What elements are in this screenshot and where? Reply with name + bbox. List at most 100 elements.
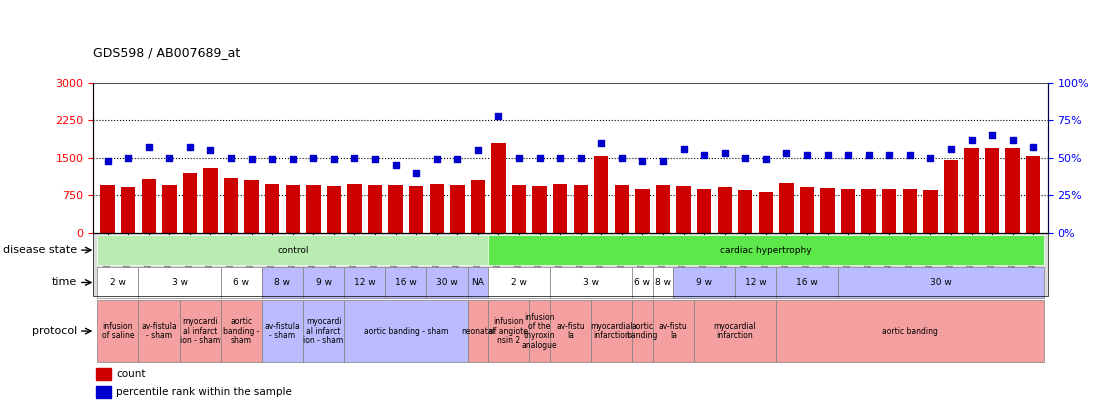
Bar bbox=[841, 189, 856, 233]
Text: infusion
of angiote
nsin 2: infusion of angiote nsin 2 bbox=[489, 317, 528, 345]
Point bbox=[675, 146, 692, 152]
Point bbox=[839, 152, 857, 158]
Text: protocol: protocol bbox=[32, 326, 77, 336]
Text: time: time bbox=[52, 277, 77, 288]
Point bbox=[531, 155, 548, 161]
Bar bbox=[924, 190, 938, 233]
Bar bbox=[943, 160, 958, 233]
Bar bbox=[759, 192, 773, 233]
Bar bbox=[97, 386, 111, 398]
Point bbox=[263, 156, 281, 163]
Bar bbox=[183, 173, 197, 233]
Text: myocardial
infarction: myocardial infarction bbox=[590, 322, 633, 340]
Point bbox=[901, 152, 918, 158]
Bar bbox=[388, 185, 403, 233]
Bar bbox=[203, 168, 217, 233]
Point bbox=[695, 152, 713, 158]
Bar bbox=[245, 181, 259, 233]
Text: 12 w: 12 w bbox=[354, 278, 375, 287]
Point bbox=[963, 137, 981, 143]
Point bbox=[160, 155, 178, 161]
Text: myocardi
al infarct
ion - sham: myocardi al infarct ion - sham bbox=[304, 317, 343, 345]
Bar bbox=[262, 300, 303, 362]
Bar bbox=[800, 187, 814, 233]
Bar bbox=[550, 267, 632, 298]
Text: 2 w: 2 w bbox=[110, 278, 126, 287]
Text: 30 w: 30 w bbox=[930, 278, 951, 287]
Bar bbox=[220, 267, 262, 298]
Bar bbox=[467, 300, 488, 362]
Text: GDS598 / AB007689_at: GDS598 / AB007689_at bbox=[93, 46, 240, 59]
Point bbox=[860, 152, 878, 158]
Text: 8 w: 8 w bbox=[655, 278, 671, 287]
Point bbox=[223, 155, 240, 161]
Bar bbox=[162, 185, 177, 233]
Bar bbox=[821, 188, 835, 233]
Point bbox=[716, 150, 734, 157]
Bar bbox=[344, 267, 385, 298]
Point bbox=[325, 156, 342, 163]
Bar bbox=[677, 186, 691, 233]
Bar bbox=[488, 235, 1043, 265]
Text: 8 w: 8 w bbox=[274, 278, 291, 287]
Bar bbox=[632, 267, 653, 298]
Text: 3 w: 3 w bbox=[583, 278, 599, 287]
Text: 16 w: 16 w bbox=[395, 278, 417, 287]
Point bbox=[181, 144, 199, 151]
Bar bbox=[344, 300, 467, 362]
Bar bbox=[427, 267, 467, 298]
Point bbox=[634, 158, 652, 164]
Point bbox=[407, 170, 425, 176]
Point bbox=[366, 156, 384, 163]
Bar bbox=[450, 185, 464, 233]
Text: aortic banding - sham: aortic banding - sham bbox=[364, 326, 448, 336]
Bar bbox=[471, 181, 485, 233]
Bar bbox=[674, 267, 735, 298]
Bar bbox=[98, 235, 488, 265]
Bar bbox=[97, 368, 111, 380]
Bar bbox=[776, 267, 838, 298]
Bar bbox=[882, 190, 896, 233]
Bar bbox=[735, 267, 777, 298]
Point bbox=[572, 155, 589, 161]
Bar bbox=[591, 300, 632, 362]
Bar bbox=[717, 187, 732, 233]
Text: 12 w: 12 w bbox=[745, 278, 767, 287]
Bar bbox=[385, 267, 427, 298]
Bar bbox=[653, 267, 674, 298]
Text: av-fistula
- sham: av-fistula - sham bbox=[264, 322, 301, 340]
Bar bbox=[614, 185, 629, 233]
Text: 2 w: 2 w bbox=[511, 278, 527, 287]
Bar bbox=[101, 185, 115, 233]
Bar bbox=[903, 190, 917, 233]
Text: control: control bbox=[278, 245, 308, 255]
Bar bbox=[488, 300, 529, 362]
Bar bbox=[265, 184, 280, 233]
Point bbox=[99, 158, 116, 164]
Text: infusion
of saline: infusion of saline bbox=[102, 322, 134, 340]
Text: myocardi
al infarct
ion - sham: myocardi al infarct ion - sham bbox=[180, 317, 220, 345]
Bar bbox=[224, 178, 238, 233]
Point bbox=[305, 155, 323, 161]
Bar bbox=[180, 300, 220, 362]
Bar bbox=[532, 186, 546, 233]
Text: myocardial
infarction: myocardial infarction bbox=[714, 322, 756, 340]
Text: 9 w: 9 w bbox=[697, 278, 712, 287]
Bar bbox=[861, 190, 875, 233]
Bar bbox=[964, 148, 979, 233]
Bar bbox=[529, 300, 550, 362]
Bar bbox=[467, 267, 488, 298]
Text: 6 w: 6 w bbox=[634, 278, 651, 287]
Point bbox=[983, 132, 1000, 139]
Bar bbox=[409, 186, 423, 233]
Bar bbox=[121, 187, 135, 233]
Point bbox=[140, 144, 158, 151]
Bar bbox=[697, 189, 711, 233]
Point bbox=[470, 147, 487, 153]
Text: neonatal: neonatal bbox=[461, 326, 495, 336]
Point bbox=[120, 155, 137, 161]
Text: infusion
of the
thyroxin
analogue: infusion of the thyroxin analogue bbox=[522, 313, 557, 350]
Point bbox=[202, 147, 219, 153]
Point bbox=[799, 152, 816, 158]
Bar bbox=[430, 184, 444, 233]
